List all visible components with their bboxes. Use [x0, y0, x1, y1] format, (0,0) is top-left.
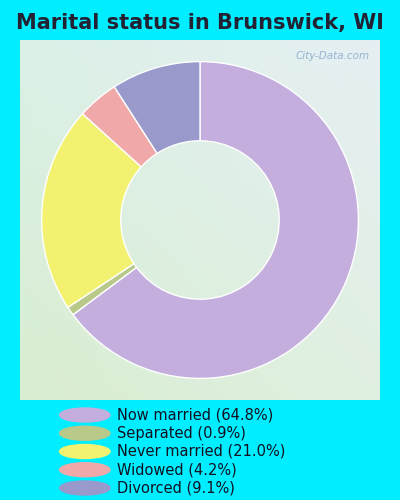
Circle shape [60, 481, 110, 495]
Text: City-Data.com: City-Data.com [295, 51, 369, 61]
Wedge shape [82, 87, 157, 167]
Circle shape [60, 408, 110, 422]
Text: Separated (0.9%): Separated (0.9%) [117, 426, 246, 441]
Text: Widowed (4.2%): Widowed (4.2%) [117, 462, 237, 477]
Wedge shape [73, 62, 358, 378]
Wedge shape [68, 264, 136, 314]
Text: Marital status in Brunswick, WI: Marital status in Brunswick, WI [16, 14, 384, 34]
Wedge shape [42, 114, 141, 308]
Text: Never married (21.0%): Never married (21.0%) [117, 444, 286, 459]
Circle shape [60, 463, 110, 477]
Wedge shape [114, 62, 200, 154]
Text: Divorced (9.1%): Divorced (9.1%) [117, 480, 235, 496]
Circle shape [60, 444, 110, 458]
Text: Now married (64.8%): Now married (64.8%) [117, 408, 274, 422]
Circle shape [60, 426, 110, 440]
